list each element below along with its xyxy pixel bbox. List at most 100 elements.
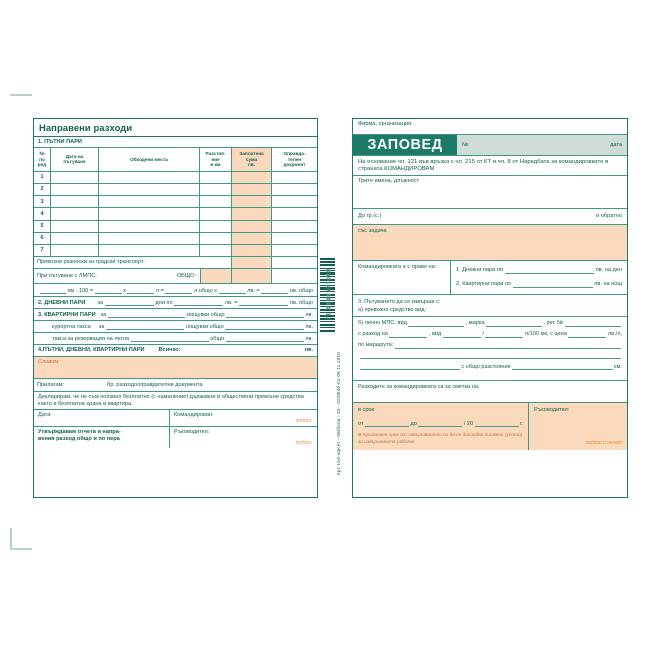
expenses-account-row[interactable]: Разходите за командировката са за сметка… [353, 381, 627, 403]
cell-distance[interactable] [200, 196, 232, 208]
company-row[interactable]: Фирма, организация: [353, 119, 627, 135]
cell-places[interactable] [99, 208, 200, 220]
resort-blank-total[interactable] [225, 324, 304, 331]
manager-block[interactable]: Ръководител: подпис [170, 427, 317, 448]
cell-travel-date[interactable] [51, 208, 99, 220]
right-daily-line[interactable]: 1. Дневни пари по лв. на ден [456, 267, 622, 275]
cell-document[interactable] [272, 184, 317, 195]
consumption-blank[interactable] [389, 332, 428, 338]
calc-blank-3[interactable] [127, 288, 155, 295]
section-3-lodging-row[interactable]: 3. КВАРТИРНИ ПАРИ за нощувки общо лв. [34, 309, 317, 322]
route-blank-2[interactable] [359, 353, 621, 360]
approval-row[interactable]: Утвърждавам отчета и напра- вения разход… [34, 427, 317, 449]
term-year-blank[interactable] [474, 421, 519, 428]
right-lodging-line[interactable]: 2. Квартирни пари по лв. на нощ [456, 281, 622, 288]
right-lodging-blank[interactable] [512, 282, 593, 288]
lmps-total-c[interactable] [272, 269, 317, 283]
vehicle-line-2[interactable]: с разход на , вид / л/100 км, с цена лв.… [358, 331, 622, 338]
term-from-blank[interactable] [365, 421, 409, 428]
fuel-calculation-row[interactable]: км : 100 = х л = л общо х лв. = лв. общо [34, 284, 317, 298]
section-2-blank-total[interactable] [238, 300, 289, 307]
cell-amount[interactable] [232, 220, 272, 232]
term-dates-line[interactable]: от до / 20 г. [358, 421, 523, 428]
cell-distance[interactable] [200, 232, 232, 244]
cell-distance[interactable] [200, 208, 232, 220]
travel-means-row[interactable]: 3. Пътуването да се извърши с: а) превоз… [353, 295, 627, 317]
cell-travel-date[interactable] [51, 232, 99, 244]
resort-blank-nights[interactable] [106, 324, 185, 331]
distance-line[interactable]: с общо разстояние км. [358, 364, 622, 371]
lmps-total-a[interactable] [200, 269, 232, 284]
cell-document[interactable] [272, 208, 317, 219]
table-row[interactable]: 1 [34, 171, 317, 185]
amount-in-words-row[interactable]: Словом: [34, 357, 317, 380]
cell-document[interactable] [272, 233, 317, 244]
table-row[interactable]: 2 [34, 184, 317, 197]
price-blank[interactable] [568, 332, 607, 338]
cell-places[interactable] [99, 184, 200, 196]
cell-document[interactable] [272, 221, 317, 232]
bed-blank-2[interactable] [225, 336, 304, 343]
bed-reservation-row[interactable]: такса за резервация на легла общо лв. [34, 333, 317, 346]
cell-travel-date[interactable] [51, 171, 99, 184]
cell-places[interactable] [99, 171, 200, 184]
cell-document[interactable] [272, 196, 317, 207]
attachments-row[interactable]: Прилагам: бр. разходооправдателни докуме… [34, 379, 317, 393]
calc-blank-6[interactable] [261, 288, 289, 295]
cell-travel-date[interactable] [51, 184, 99, 196]
section-2-daily-row[interactable]: 2. ДНЕВНИ ПАРИ за дни по лв. = лв. общо [34, 297, 317, 310]
term-manager-row[interactable]: в срок от до / 20 г. В тридневен срок от… [353, 403, 627, 450]
cell-distance[interactable] [200, 171, 232, 184]
cell-travel-date[interactable] [51, 245, 99, 257]
fuel-vid-blank[interactable] [442, 332, 481, 338]
order-meta[interactable]: № дата [457, 135, 627, 155]
vehicle-reg-blank[interactable] [564, 321, 621, 327]
cell-places[interactable] [99, 196, 200, 208]
cell-distance[interactable] [200, 220, 232, 232]
section-3-blank-nights[interactable] [107, 312, 186, 319]
bed-blank-1[interactable] [130, 336, 209, 343]
cell-places[interactable] [99, 220, 200, 232]
distance-blank-2[interactable] [512, 364, 613, 371]
cell-amount[interactable] [232, 184, 272, 196]
cell-travel-date[interactable] [51, 220, 99, 232]
route-line-1[interactable]: по маршрута: [358, 342, 622, 349]
calc-blank-4[interactable] [165, 288, 193, 295]
date-seconded-row[interactable]: Дата: Командирован: подпис [34, 410, 317, 428]
section-2-blank-rate[interactable] [174, 300, 224, 307]
cell-document[interactable] [272, 172, 317, 183]
lmps-total-b[interactable] [232, 269, 272, 284]
cell-amount[interactable] [232, 232, 272, 244]
table-row[interactable]: 3 [34, 196, 317, 209]
city-transport-document[interactable] [272, 257, 317, 268]
route-blank-1[interactable] [394, 343, 621, 349]
calc-blank-1[interactable] [39, 288, 67, 295]
vehicle-line-1[interactable]: б) лично МПС, вид , марка , рег. № [358, 320, 622, 327]
city-transport-amount[interactable] [232, 257, 272, 269]
cell-distance[interactable] [200, 245, 232, 257]
calc-blank-5[interactable] [218, 288, 246, 295]
names-row[interactable]: Трите имена, длъжност [353, 176, 627, 209]
destination-row[interactable]: До гр.(с.) и обратно [353, 209, 627, 225]
resort-tax-row[interactable]: курортна такса за нощувки общо лв. [34, 321, 317, 334]
city-transport-row[interactable]: Превозни разноски за градски транспорт: [34, 257, 317, 270]
section-4-total-row[interactable]: 4.ПЪТНИ, ДНЕВНИ, КВАРТИРНИ ПАРИ Всичко: … [34, 345, 317, 358]
cell-amount[interactable] [232, 208, 272, 220]
seconded-block[interactable]: Командирован: подпис [170, 410, 317, 426]
route-line-2[interactable] [358, 353, 622, 360]
rights-row[interactable]: Командировката е с право на: 1. Дневни п… [353, 261, 627, 295]
cell-amount[interactable] [232, 245, 272, 257]
distance-blank-1[interactable] [359, 364, 460, 371]
term-to-blank[interactable] [418, 421, 463, 428]
vehicle-marka-blank[interactable] [486, 321, 542, 327]
table-row[interactable]: 4 [34, 208, 317, 221]
right-daily-blank[interactable] [504, 268, 594, 275]
calc-blank-2[interactable] [94, 288, 122, 295]
personal-vehicle-row[interactable]: б) лично МПС, вид , марка , рег. № с раз… [353, 317, 627, 381]
cell-travel-date[interactable] [51, 196, 99, 208]
cell-amount[interactable] [232, 171, 272, 184]
cell-places[interactable] [99, 245, 200, 257]
task-row[interactable]: със задача [353, 225, 627, 261]
cell-places[interactable] [99, 232, 200, 244]
vehicle-type-blank[interactable] [408, 321, 465, 327]
